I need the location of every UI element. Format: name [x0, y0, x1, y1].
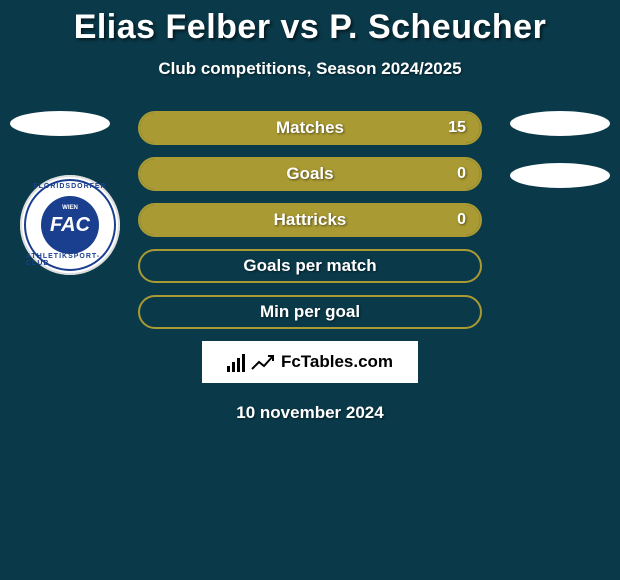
bars-icon [227, 352, 245, 372]
badge-inner: WIEN FAC [41, 196, 99, 254]
brand-logo: FcTables.com [202, 341, 418, 383]
stat-label: Goals per match [243, 256, 376, 276]
stat-label: Matches [276, 118, 344, 138]
stat-value: 0 [457, 165, 466, 183]
stat-row: Hattricks 0 [138, 203, 482, 237]
stat-row: Min per goal [138, 295, 482, 329]
stat-label: Hattricks [274, 210, 347, 230]
stat-label: Min per goal [260, 302, 360, 322]
brand-text: FcTables.com [281, 352, 393, 372]
stat-row: Goals per match [138, 249, 482, 283]
badge-small-text: WIEN [62, 205, 78, 211]
trend-arrow-icon [251, 353, 275, 371]
snapshot-date: 10 november 2024 [0, 403, 620, 423]
badge-acronym: FAC [50, 214, 90, 237]
badge-bottom-text: ATHLETIKSPORT-CLUB [26, 253, 114, 267]
stat-row: Matches 15 [138, 111, 482, 145]
stat-label: Goals [286, 164, 333, 184]
left-club-badge: FLORIDSDORFER WIEN FAC ATHLETIKSPORT-CLU… [20, 175, 120, 275]
left-player-placeholder-icon [10, 111, 110, 136]
stats-area: FLORIDSDORFER WIEN FAC ATHLETIKSPORT-CLU… [0, 111, 620, 329]
stat-value: 0 [457, 211, 466, 229]
stat-rows: Matches 15 Goals 0 Hattricks 0 Goals per match… [138, 111, 482, 329]
page-subtitle: Club competitions, Season 2024/2025 [0, 59, 620, 79]
page-title: Elias Felber vs P. Scheucher [0, 0, 620, 47]
badge-top-text: FLORIDSDORFER [33, 183, 106, 190]
stat-row: Goals 0 [138, 157, 482, 191]
right-club-placeholder-icon [510, 163, 610, 188]
stat-value: 15 [448, 119, 466, 137]
right-player-placeholder-icon [510, 111, 610, 136]
